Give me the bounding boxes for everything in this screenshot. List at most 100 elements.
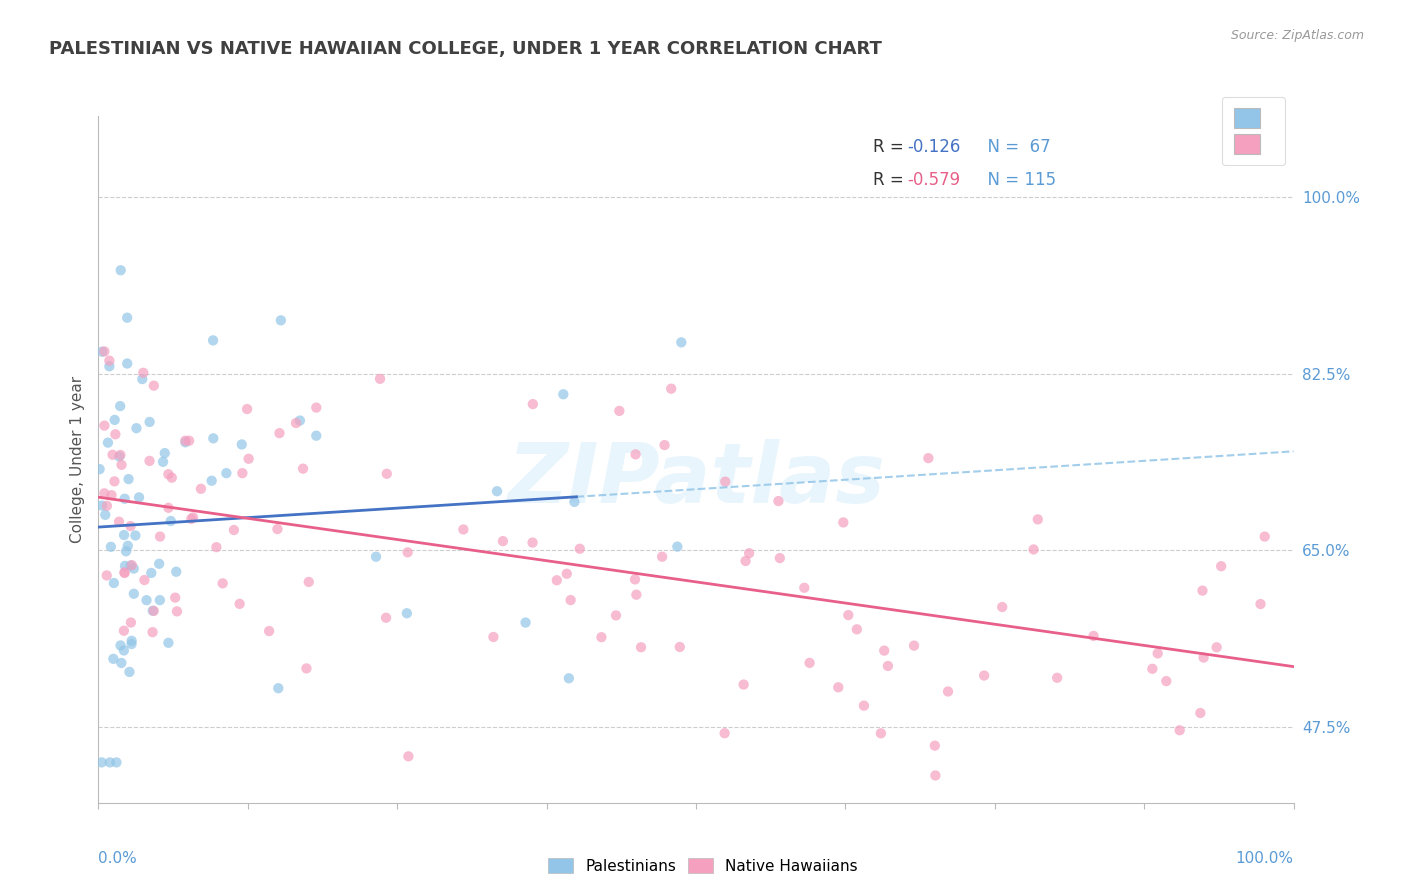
Point	[1191, 583, 1213, 598]
Point	[120, 615, 142, 630]
Text: Source: ZipAtlas.com: Source: ZipAtlas.com	[1230, 29, 1364, 42]
Point	[124, 528, 146, 542]
Point	[100, 540, 122, 554]
Point	[832, 516, 855, 530]
Point	[973, 668, 995, 682]
Point	[364, 549, 387, 564]
Point	[917, 451, 939, 466]
Point	[110, 639, 132, 653]
Point	[122, 587, 145, 601]
Point	[110, 263, 132, 277]
Point	[114, 491, 136, 506]
Point	[222, 523, 245, 537]
Point	[1168, 723, 1191, 738]
Point	[112, 528, 135, 542]
Point	[165, 591, 187, 605]
Point	[110, 458, 132, 472]
Point	[368, 372, 391, 386]
Point	[118, 665, 141, 679]
Point	[174, 435, 197, 450]
Point	[211, 576, 233, 591]
Point	[1189, 706, 1212, 720]
Point	[288, 413, 311, 427]
Point	[671, 335, 693, 350]
Point	[630, 640, 652, 655]
Point	[117, 472, 139, 486]
Point	[103, 475, 125, 489]
Point	[96, 499, 118, 513]
Point	[120, 519, 142, 533]
Point	[624, 447, 647, 461]
Point	[738, 546, 761, 560]
Point	[215, 466, 238, 480]
Point	[157, 636, 180, 650]
Point	[128, 491, 150, 505]
Point	[482, 630, 505, 644]
Point	[485, 484, 508, 499]
Point	[522, 535, 544, 549]
Point	[153, 446, 176, 460]
Legend: , : ,	[1222, 97, 1285, 165]
Point	[793, 581, 815, 595]
Point	[142, 604, 165, 618]
Point	[1156, 674, 1178, 689]
Point	[270, 313, 292, 327]
Text: R =: R =	[873, 138, 908, 156]
Point	[138, 415, 160, 429]
Point	[564, 495, 586, 509]
Point	[558, 671, 581, 685]
Point	[267, 681, 290, 696]
Point	[624, 573, 647, 587]
Point	[165, 565, 187, 579]
Point	[121, 558, 143, 573]
Point	[112, 624, 135, 638]
Point	[108, 515, 131, 529]
Point	[266, 522, 288, 536]
Point	[160, 471, 183, 485]
Point	[205, 540, 228, 554]
Point	[555, 566, 578, 581]
Point	[1046, 671, 1069, 685]
Point	[877, 659, 900, 673]
Point	[108, 450, 131, 464]
Point	[104, 427, 127, 442]
Point	[93, 486, 115, 500]
Point	[231, 437, 253, 451]
Y-axis label: College, Under 1 year: College, Under 1 year	[69, 376, 84, 543]
Point	[94, 508, 117, 522]
Point	[103, 652, 125, 666]
Point	[138, 454, 160, 468]
Point	[131, 372, 153, 386]
Point	[375, 611, 398, 625]
Point	[903, 639, 925, 653]
Point	[117, 539, 139, 553]
Point	[1253, 530, 1275, 544]
Point	[97, 435, 120, 450]
Point	[89, 462, 111, 476]
Point	[152, 455, 174, 469]
Point	[714, 475, 737, 489]
Point	[870, 726, 893, 740]
Point	[141, 566, 163, 580]
Point	[845, 623, 868, 637]
Point	[108, 399, 131, 413]
Point	[149, 530, 172, 544]
Point	[135, 593, 157, 607]
Point	[114, 566, 136, 580]
Point	[96, 568, 118, 582]
Point	[605, 608, 627, 623]
Point	[396, 545, 419, 559]
Point	[202, 334, 225, 348]
Point	[1211, 559, 1233, 574]
Point	[103, 576, 125, 591]
Point	[924, 739, 946, 753]
Point	[734, 554, 756, 568]
Point	[174, 434, 197, 448]
Point	[112, 643, 135, 657]
Point	[105, 756, 128, 770]
Text: N = 115: N = 115	[977, 171, 1056, 189]
Point	[492, 534, 515, 549]
Point	[121, 633, 143, 648]
Point	[190, 482, 212, 496]
Point	[799, 656, 821, 670]
